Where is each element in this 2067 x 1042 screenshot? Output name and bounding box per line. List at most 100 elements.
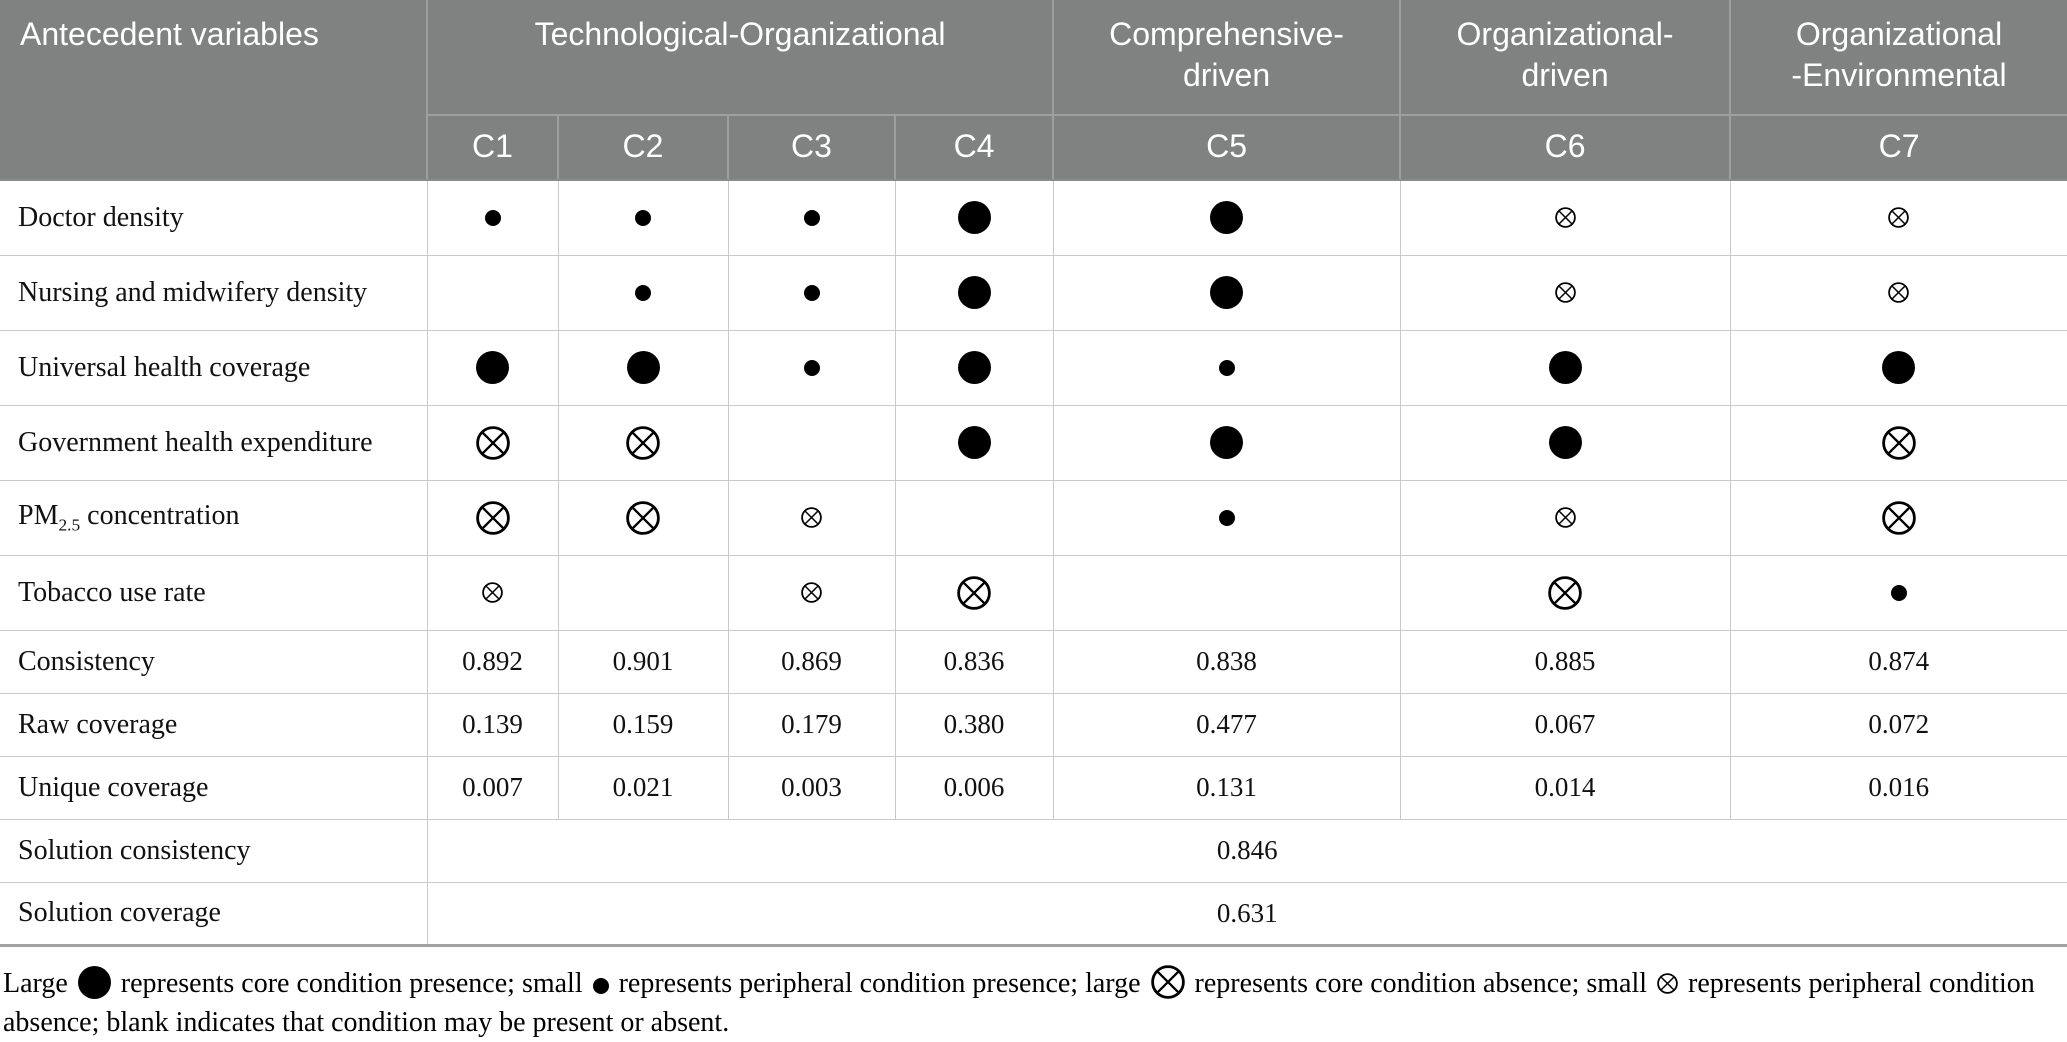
stat-value: 0.836 [895,630,1054,694]
row-label: PM2.5 concentration [0,480,428,556]
peripheral-present-icon [1890,584,1907,601]
row-doctor-density: Doctor density [0,180,2067,256]
row-raw-coverage: Raw coverage 0.139 0.159 0.179 0.380 0.477 0.0… [0,693,2067,757]
core-absent-icon [626,425,660,460]
config-column-c4: C4 [895,115,1055,181]
config-column-c1: C1 [427,115,559,181]
peripheral-present-icon [592,977,609,994]
core-present-icon [1548,351,1582,384]
core-present-cell [1053,180,1401,256]
core-present-icon [957,276,991,309]
peripheral-present-cell [728,180,896,256]
label-text: PM [18,499,59,531]
core-present-cell [1400,330,1731,406]
label-text: concentration [80,499,240,531]
row-consistency: Consistency 0.892 0.901 0.869 0.836 0.838 0.88… [0,630,2067,694]
core-present-cell [558,330,729,406]
config-column-c5: C5 [1053,115,1402,181]
blank-cell [427,255,559,331]
peripheral-absent-cell [427,555,559,631]
core-absent-icon [1881,425,1916,460]
peripheral-present-cell [1730,555,2067,631]
row-label: Solution consistency [0,819,428,883]
label-subscript: 2.5 [58,515,81,535]
core-present-cell [895,405,1054,481]
core-present-cell [427,330,559,406]
footnote-text: represents peripheral condition presence… [611,967,1148,999]
peripheral-absent-icon [1888,282,1910,303]
core-present-icon [1210,201,1244,235]
configuration-table: Antecedent variables Technological-Organi… [0,0,2067,947]
row-label: Solution coverage [0,882,428,947]
stat-value: 0.007 [427,756,559,820]
row-label: Nursing and midwifery density [0,255,428,331]
stat-value: 0.838 [1053,630,1401,694]
peripheral-absent-cell [728,480,896,556]
stat-value: 0.067 [1400,693,1731,757]
peripheral-absent-icon [482,582,503,603]
blank-cell [728,405,896,481]
stat-value: 0.901 [558,630,729,694]
table-footnote: Large represents core condition presence… [0,947,2067,1042]
stat-value: 0.380 [895,693,1054,757]
core-present-cell [895,255,1054,331]
group-header-technological-organizational: Technological-Organizational [427,0,1055,116]
peripheral-present-cell [558,180,729,256]
core-absent-icon [957,575,991,610]
peripheral-absent-cell [1730,255,2067,331]
blank-cell [895,480,1054,556]
peripheral-absent-icon [1554,282,1576,303]
stat-value: 0.874 [1730,630,2067,694]
core-present-icon [77,965,111,999]
peripheral-absent-cell [728,555,896,631]
config-header-row: C1 C2 C3 C4 C5 C6 C7 [0,115,2067,181]
solution-value: 0.631 [427,882,2067,947]
peripheral-absent-icon [1888,207,1910,229]
core-present-icon [957,351,991,384]
row-solution-coverage: Solution coverage 0.631 [0,882,2067,947]
config-column-c3: C3 [728,115,896,181]
row-pm2-5-concentration: PM2.5 concentration [0,480,2067,556]
peripheral-absent-icon [1554,207,1576,229]
footnote-text: represents core condition absence; small [1187,967,1655,999]
footnote-text: represents peripheral condition absence;… [3,967,2035,1038]
blank-cell [558,555,729,631]
core-present-icon [1882,351,1916,384]
table-body: Doctor density Nursing and midwifery dens… [0,180,2067,947]
row-label: Universal health coverage [0,330,428,406]
row-label: Government health expenditure [0,405,428,481]
core-absent-cell [1400,555,1731,631]
group-header-row: Antecedent variables Technological-Organi… [0,0,2067,181]
peripheral-absent-icon [801,507,822,528]
core-absent-cell [427,480,559,556]
peripheral-absent-cell [1400,480,1731,556]
stat-value: 0.139 [427,693,559,757]
stat-value: 0.072 [1730,693,2067,757]
core-present-icon [1210,426,1244,459]
core-present-cell [1730,330,2067,406]
core-present-cell [895,330,1054,406]
core-absent-icon [475,500,510,535]
stat-value: 0.021 [558,756,729,820]
peripheral-absent-icon [1554,507,1576,528]
group-header-organizational-environmental: Organizational -Environmental [1730,0,2067,116]
config-column-c2: C2 [558,115,729,181]
peripheral-present-icon [803,209,820,226]
row-label: Raw coverage [0,693,428,757]
peripheral-present-cell [558,255,729,331]
core-present-icon [1548,426,1582,459]
row-government-health-expenditure: Government health expenditure [0,405,2067,481]
footnote-text: Large [3,967,75,999]
core-absent-icon [475,425,510,460]
blank-cell [1053,555,1401,631]
antecedent-variables-header: Antecedent variables [0,0,428,181]
core-present-cell [1053,405,1401,481]
row-label: Tobacco use rate [0,555,428,631]
peripheral-present-icon [803,284,820,301]
config-column-c6: C6 [1400,115,1732,181]
peripheral-present-icon [1218,359,1235,376]
config-column-c7: C7 [1730,115,2067,181]
peripheral-present-icon [635,284,651,301]
peripheral-present-cell [1053,480,1401,556]
